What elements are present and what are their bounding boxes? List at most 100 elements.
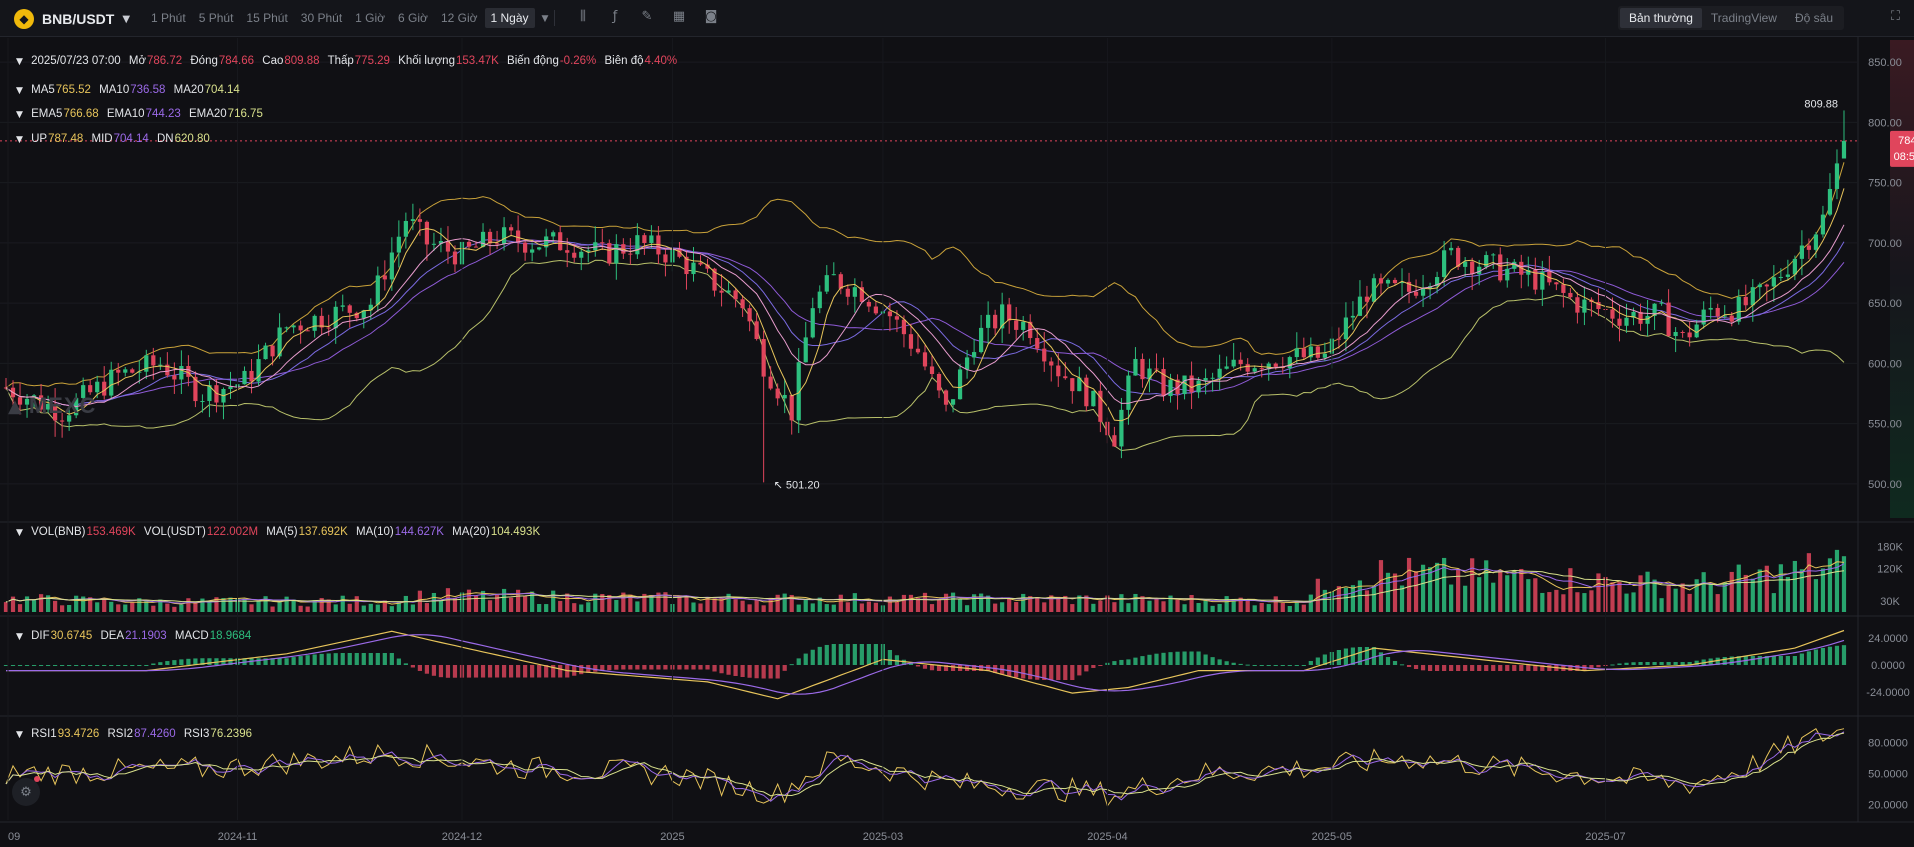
price-tick-label: 700.00 [1868, 238, 1902, 250]
layout-grid-icon[interactable]: ▦ [672, 9, 686, 24]
candle-body [333, 306, 338, 329]
dif-label: DIF [31, 630, 50, 642]
candle-body [326, 327, 331, 329]
macd-histogram-bar [719, 665, 724, 674]
volume-bar [740, 600, 745, 612]
bnb-coin-icon: ◆ [14, 9, 34, 29]
vol-bnb-label: VOL(BNB) [31, 526, 86, 538]
macd-histogram-bar [417, 665, 423, 671]
draw-pen-icon[interactable]: ✎ [641, 9, 653, 24]
collapse-caret-icon[interactable]: ▼ [16, 528, 23, 538]
macd-histogram-bar [494, 665, 500, 678]
view-mode-depth[interactable]: Độ sâu [1794, 11, 1833, 25]
volume-bar [263, 596, 268, 612]
interval-more-chevron-icon[interactable]: ▼ [541, 14, 549, 24]
macd-histogram-bar [1315, 657, 1320, 665]
volume-bar [165, 603, 170, 612]
macd-histogram-bar [354, 653, 359, 665]
ema5-value: 766.68 [63, 108, 99, 120]
volume-bar [1785, 577, 1790, 612]
ma5-line [5, 188, 1845, 422]
candle-body [144, 355, 149, 372]
volume-bar [1554, 589, 1559, 612]
volume-bar [551, 590, 556, 612]
macd-histogram-bar [24, 665, 30, 666]
candle-body [1406, 281, 1412, 292]
macd-histogram-bar [544, 665, 549, 678]
collapse-caret-icon[interactable]: ▼ [16, 730, 23, 740]
interval-6h[interactable]: 6 Giờ [398, 11, 428, 25]
chart-settings-icon[interactable]: ⚙ [12, 778, 40, 806]
candle-body [1680, 332, 1685, 334]
volume-bar [1042, 602, 1047, 612]
volume-bar [1547, 592, 1552, 612]
candle-type-icon[interactable]: ⫼ [580, 9, 586, 24]
ema10-label: EMA10 [106, 108, 145, 120]
macd-histogram-bar [1231, 662, 1236, 665]
axis-heat-strip [1890, 40, 1914, 518]
macd-histogram-bar [1715, 657, 1720, 665]
candle-body [600, 242, 605, 244]
mexc-watermark: ▲ MEXC [8, 393, 96, 419]
macd-histogram-bar [768, 665, 773, 679]
candle-body [1196, 380, 1201, 393]
macd-histogram-bar [312, 654, 317, 665]
candle-body [1456, 247, 1461, 267]
macd-histogram-bar [1189, 651, 1194, 665]
candle-body [200, 401, 205, 403]
candle-body [1484, 255, 1489, 267]
candle-body [845, 288, 850, 297]
macd-histogram-bar [480, 665, 486, 678]
view-mode-basic[interactable]: Bản thường [1619, 8, 1702, 28]
collapse-caret-icon[interactable]: ▼ [16, 135, 23, 145]
collapse-caret-icon[interactable]: ▼ [16, 86, 23, 96]
volume-bar [1729, 571, 1734, 612]
time-tick-label: 2024-12 [442, 831, 482, 843]
volume-bar [621, 592, 626, 612]
interval-5m[interactable]: 5 Phút [198, 11, 234, 25]
candle-body [389, 252, 394, 280]
interval-12h[interactable]: 12 Giờ [440, 11, 478, 25]
interval-30m[interactable]: 30 Phút [300, 11, 343, 25]
pair-selector[interactable]: ◆ BNB/USDT ▼ [14, 9, 130, 29]
interval-1h[interactable]: 1 Giờ [355, 11, 386, 25]
macd-histogram-bar [1694, 660, 1699, 665]
interval-1d[interactable]: 1 Ngày [484, 8, 535, 28]
chevron-down-icon[interactable]: ▼ [122, 13, 131, 25]
macd-histogram-bar [1021, 665, 1026, 679]
candle-body [1301, 348, 1306, 358]
view-mode-tradingview[interactable]: TradingView [1710, 11, 1777, 25]
candle-body [1750, 287, 1755, 306]
indicator-icon[interactable]: ƒ [612, 9, 618, 24]
candle-body [1042, 348, 1047, 362]
volume-bar [761, 605, 766, 612]
interval-1m[interactable]: 1 Phút [151, 11, 186, 25]
volume-bar [1182, 604, 1187, 612]
collapse-caret-icon[interactable]: ▼ [16, 110, 23, 120]
camera-icon[interactable]: ◙ [704, 9, 718, 24]
interval-15m[interactable]: 15 Phút [246, 11, 288, 25]
volume-bar [1259, 602, 1264, 612]
volume-bar [480, 590, 486, 612]
candle-body [593, 242, 598, 251]
candle-body [873, 306, 878, 314]
candle-body [1350, 315, 1356, 318]
candle-body [501, 227, 507, 244]
volume-value: 153.47K [455, 55, 499, 67]
macd-histogram-bar [347, 653, 352, 665]
macd-histogram-bar [845, 644, 850, 665]
candle-body [1434, 277, 1440, 287]
candle-body [1694, 324, 1699, 338]
fullscreen-icon[interactable]: ⛶ [1890, 9, 1900, 24]
volume-bar [291, 599, 296, 612]
volume-bar [979, 593, 984, 612]
collapse-caret-icon[interactable]: ▼ [16, 57, 23, 67]
collapse-caret-icon[interactable]: ▼ [16, 632, 23, 642]
price-tick-label: 500.00 [1868, 479, 1902, 491]
macd-histogram-bar [1133, 657, 1138, 665]
volume-bar [1680, 583, 1685, 612]
volume-bar [31, 599, 37, 612]
candle-body [726, 290, 731, 293]
candle-body [635, 235, 640, 255]
